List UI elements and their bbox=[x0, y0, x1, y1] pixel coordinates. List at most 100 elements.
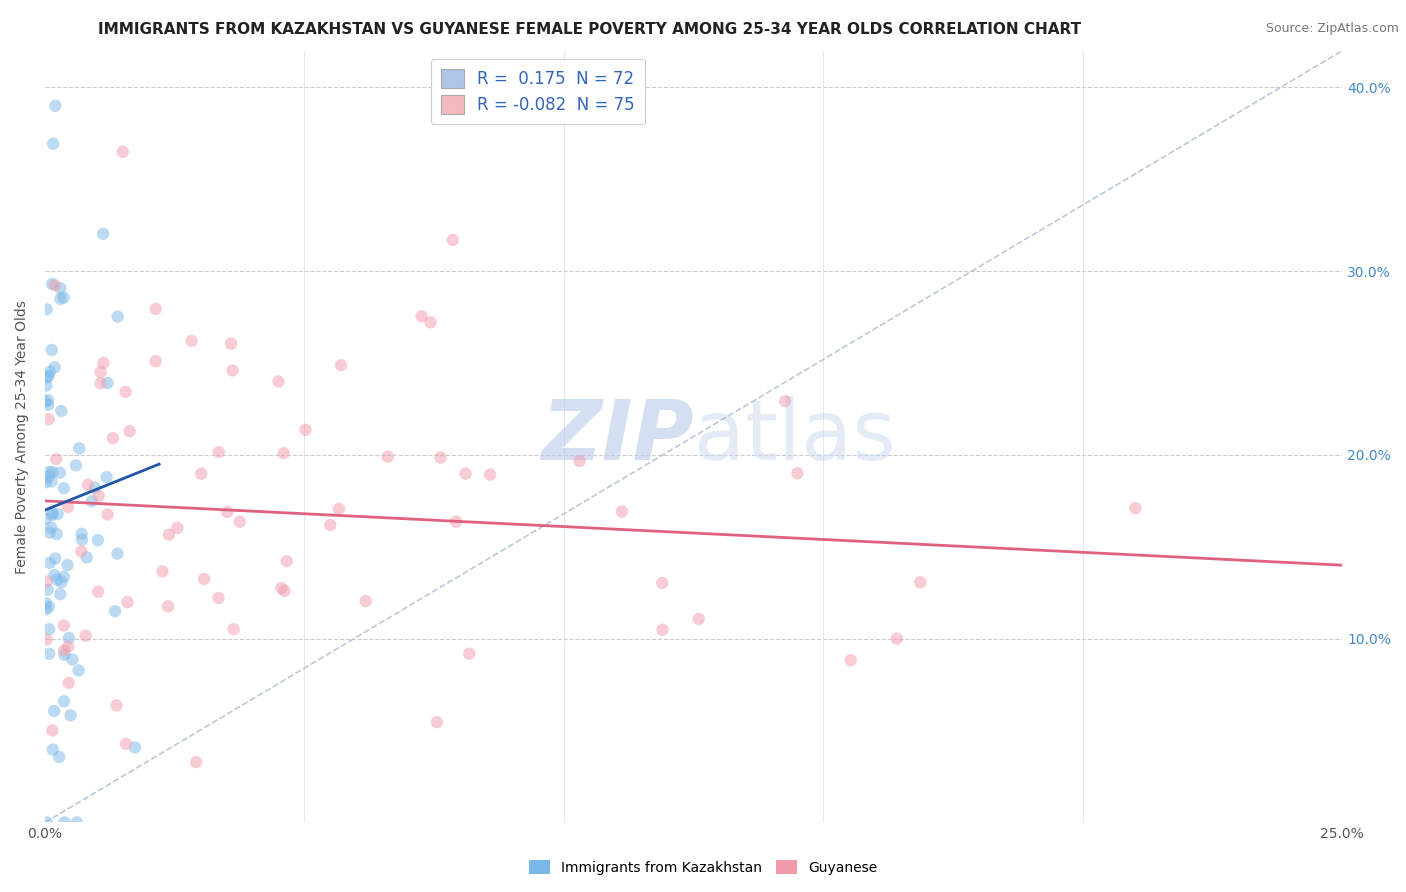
Point bbox=[328, 502, 350, 516]
Point bbox=[87, 584, 110, 599]
Point bbox=[53, 815, 76, 830]
Point bbox=[330, 358, 353, 372]
Point bbox=[60, 652, 83, 666]
Point bbox=[49, 292, 72, 306]
Point bbox=[190, 467, 212, 481]
Point bbox=[107, 547, 129, 561]
Point bbox=[458, 647, 481, 661]
Point bbox=[83, 481, 105, 495]
Point bbox=[37, 398, 59, 412]
Point bbox=[35, 632, 58, 647]
Point bbox=[53, 648, 76, 662]
Point bbox=[38, 525, 60, 540]
Point bbox=[37, 582, 59, 597]
Point bbox=[38, 599, 60, 614]
Point bbox=[34, 394, 56, 409]
Point bbox=[411, 310, 433, 324]
Point bbox=[222, 622, 245, 636]
Point bbox=[53, 643, 76, 657]
Point bbox=[76, 477, 98, 491]
Point bbox=[35, 475, 58, 490]
Point bbox=[75, 629, 97, 643]
Point bbox=[180, 334, 202, 348]
Point bbox=[157, 527, 180, 541]
Point bbox=[37, 393, 59, 408]
Point bbox=[41, 277, 63, 291]
Point bbox=[479, 467, 502, 482]
Point bbox=[107, 310, 129, 324]
Point bbox=[101, 431, 124, 445]
Point bbox=[35, 378, 58, 392]
Point bbox=[429, 450, 451, 465]
Point bbox=[145, 301, 167, 316]
Point bbox=[37, 370, 59, 384]
Point bbox=[145, 354, 167, 368]
Point bbox=[35, 602, 58, 616]
Point bbox=[59, 708, 82, 723]
Point bbox=[41, 465, 63, 479]
Point bbox=[221, 363, 243, 377]
Point bbox=[270, 581, 292, 595]
Point bbox=[38, 622, 60, 636]
Point bbox=[52, 481, 75, 495]
Point bbox=[53, 694, 76, 708]
Point bbox=[610, 505, 633, 519]
Point bbox=[67, 442, 90, 456]
Point bbox=[38, 556, 60, 570]
Point bbox=[44, 278, 66, 293]
Point bbox=[66, 815, 89, 830]
Point bbox=[35, 302, 58, 317]
Point bbox=[124, 740, 146, 755]
Text: IMMIGRANTS FROM KAZAKHSTAN VS GUYANESE FEMALE POVERTY AMONG 25-34 YEAR OLDS CORR: IMMIGRANTS FROM KAZAKHSTAN VS GUYANESE F… bbox=[98, 22, 1081, 37]
Text: ZIP: ZIP bbox=[541, 396, 693, 477]
Point bbox=[45, 452, 67, 467]
Point bbox=[38, 412, 60, 426]
Legend: R =  0.175  N = 72, R = -0.082  N = 75: R = 0.175 N = 72, R = -0.082 N = 75 bbox=[430, 59, 645, 124]
Point bbox=[44, 99, 66, 113]
Point bbox=[294, 423, 316, 437]
Point bbox=[186, 755, 208, 769]
Point bbox=[42, 742, 65, 756]
Point bbox=[319, 518, 342, 533]
Point bbox=[41, 506, 63, 520]
Point bbox=[42, 136, 65, 151]
Point bbox=[104, 604, 127, 618]
Point bbox=[96, 376, 118, 390]
Point bbox=[52, 291, 75, 305]
Point bbox=[910, 575, 932, 590]
Point bbox=[51, 574, 73, 589]
Point bbox=[152, 565, 174, 579]
Point bbox=[90, 365, 112, 379]
Point bbox=[70, 533, 93, 547]
Point bbox=[49, 281, 72, 295]
Point bbox=[111, 145, 134, 159]
Point bbox=[41, 475, 63, 489]
Point bbox=[688, 612, 710, 626]
Point bbox=[41, 508, 63, 522]
Point bbox=[91, 227, 114, 241]
Y-axis label: Female Poverty Among 25-34 Year Olds: Female Poverty Among 25-34 Year Olds bbox=[15, 300, 30, 574]
Point bbox=[114, 384, 136, 399]
Point bbox=[70, 544, 93, 558]
Point bbox=[35, 815, 58, 830]
Point bbox=[56, 500, 79, 514]
Point bbox=[35, 574, 58, 589]
Point bbox=[208, 445, 231, 459]
Point bbox=[48, 750, 70, 764]
Point bbox=[96, 470, 118, 484]
Point bbox=[80, 494, 103, 508]
Point bbox=[217, 505, 239, 519]
Text: Source: ZipAtlas.com: Source: ZipAtlas.com bbox=[1265, 22, 1399, 36]
Point bbox=[273, 446, 295, 460]
Point bbox=[166, 521, 188, 535]
Point bbox=[39, 521, 62, 535]
Point bbox=[1125, 501, 1147, 516]
Point bbox=[58, 676, 80, 690]
Point bbox=[273, 583, 295, 598]
Point bbox=[886, 632, 908, 646]
Point bbox=[276, 554, 298, 568]
Point bbox=[35, 512, 58, 526]
Point bbox=[157, 599, 180, 614]
Point bbox=[839, 653, 862, 667]
Point bbox=[115, 737, 138, 751]
